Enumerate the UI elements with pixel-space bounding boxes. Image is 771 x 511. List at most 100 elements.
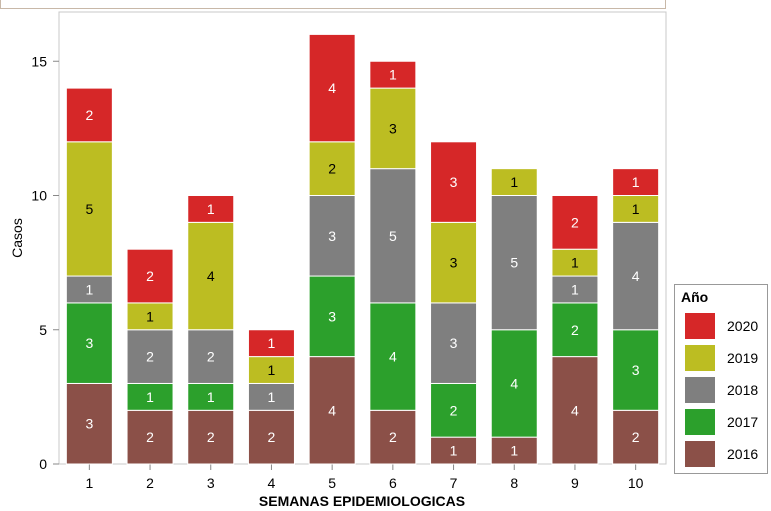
bar-value-label: 1	[510, 443, 518, 459]
bar-value-label: 4	[632, 268, 640, 284]
legend-item-2017: 2017	[685, 409, 765, 437]
bar-value-label: 4	[571, 402, 579, 418]
bar-value-label: 2	[207, 349, 215, 365]
bar-value-label: 2	[146, 349, 154, 365]
bar-segment-2020	[247, 329, 295, 358]
bar-segment-2018	[490, 195, 538, 331]
legend-label: 2017	[727, 414, 759, 430]
legend-title: Año	[681, 289, 709, 305]
x-tick-label: 9	[571, 475, 579, 491]
bar-segment-2016	[612, 409, 660, 465]
y-tick-label: 0	[39, 456, 47, 472]
bar-segment-2019	[126, 302, 174, 331]
x-tick-label: 10	[628, 475, 644, 491]
bar-segment-2016	[551, 356, 599, 465]
bar-value-label: 1	[632, 174, 640, 190]
legend-item-2018: 2018	[685, 377, 765, 405]
legend: Año 2020 2019 2018 2017 2016	[674, 284, 768, 474]
bar-segment-2016	[308, 356, 356, 465]
bar-segment-2019	[490, 168, 538, 196]
legend-swatch	[685, 313, 715, 339]
bar-value-label: 5	[85, 201, 93, 217]
bar-segment-2017	[430, 382, 478, 438]
y-axis-title: Casos	[9, 218, 25, 258]
bar-value-label: 4	[389, 349, 397, 365]
legend-swatch	[685, 377, 715, 403]
bar-value-label: 2	[328, 161, 336, 177]
bar-value-label: 3	[328, 228, 336, 244]
x-axis-title: SEMANAS EPIDEMIOLOGICAS	[259, 493, 465, 509]
bar-value-label: 2	[146, 429, 154, 445]
bar-value-label: 2	[389, 429, 397, 445]
bar-segment-2016	[65, 382, 113, 465]
bar-value-label: 3	[85, 416, 93, 432]
bar-segment-2017	[187, 382, 235, 411]
bar-segment-2017	[308, 275, 356, 358]
bar-value-label: 1	[571, 255, 579, 271]
bar-segment-2017	[65, 302, 113, 384]
bar-value-label: 1	[268, 335, 276, 351]
x-tick-label: 2	[146, 475, 154, 491]
bar-value-label: 5	[389, 228, 397, 244]
bar-value-label: 1	[571, 281, 579, 297]
top-panel-border	[0, 0, 666, 9]
bar-segment-2017	[551, 302, 599, 358]
legend-label: 2016	[727, 446, 759, 462]
x-tick-label: 7	[450, 475, 458, 491]
legend-label: 2018	[727, 382, 759, 398]
bar-segment-2018	[65, 275, 113, 304]
legend-swatch	[685, 441, 715, 467]
bar-value-label: 4	[510, 375, 518, 391]
bar-segment-2018	[551, 275, 599, 304]
bar-value-label: 3	[450, 335, 458, 351]
x-tick-label: 8	[510, 475, 518, 491]
bar-value-label: 2	[450, 402, 458, 418]
x-tick-label: 5	[328, 475, 336, 491]
bar-value-label: 1	[207, 201, 215, 217]
bar-segment-2017	[612, 329, 660, 411]
bar-segment-2020	[612, 168, 660, 196]
bar-segment-2019	[65, 141, 113, 277]
bar-value-label: 3	[328, 308, 336, 324]
bar-value-label: 2	[207, 429, 215, 445]
bar-value-label: 1	[268, 389, 276, 405]
bar-value-label: 3	[632, 362, 640, 378]
bar-value-label: 1	[207, 389, 215, 405]
bar-value-label: 3	[389, 120, 397, 136]
bar-segment-2018	[369, 168, 417, 304]
bar-value-label: 2	[632, 429, 640, 445]
bar-segment-2016	[369, 409, 417, 465]
bar-segment-2020	[308, 33, 356, 143]
bars-group: 3 3 1 5 2 2 1 2 1 2 2 1 2 4 1 2 1 1 1 4 3 3 2 4 2 4 5 3 1 1 2 3 3 3 1 4 5 1 4 2…	[65, 33, 660, 465]
bar-segment-2017	[369, 302, 417, 411]
bar-value-label: 1	[146, 308, 154, 324]
bar-value-label: 3	[85, 335, 93, 351]
x-tick-label: 4	[268, 475, 276, 491]
bar-segment-2020	[126, 248, 174, 304]
bar-segment-2020	[65, 87, 113, 143]
bar-value-label: 3	[450, 255, 458, 271]
bar-value-label: 2	[571, 214, 579, 230]
legend-item-2020: 2020	[685, 313, 765, 341]
bar-segment-2019	[430, 221, 478, 304]
bar-segment-2017	[490, 329, 538, 438]
bar-segment-2016	[430, 436, 478, 465]
bar-segment-2020	[369, 60, 417, 89]
bar-value-label: 4	[328, 402, 336, 418]
bar-value-label: 3	[450, 174, 458, 190]
legend-label: 2019	[727, 350, 759, 366]
bar-segment-2018	[430, 302, 478, 384]
y-tick-label: 5	[39, 322, 47, 338]
bar-value-label: 2	[85, 107, 93, 123]
bar-segment-2018	[187, 329, 235, 384]
bar-value-label: 1	[389, 67, 397, 83]
bar-value-label: 5	[510, 255, 518, 271]
y-tick-label: 10	[31, 188, 47, 204]
bar-value-label: 4	[207, 268, 215, 284]
bar-value-label: 2	[268, 429, 276, 445]
x-tick-label: 1	[85, 475, 93, 491]
bar-value-label: 2	[146, 268, 154, 284]
y-axis: 0 5 10 15	[31, 53, 59, 472]
legend-swatch	[685, 345, 715, 371]
